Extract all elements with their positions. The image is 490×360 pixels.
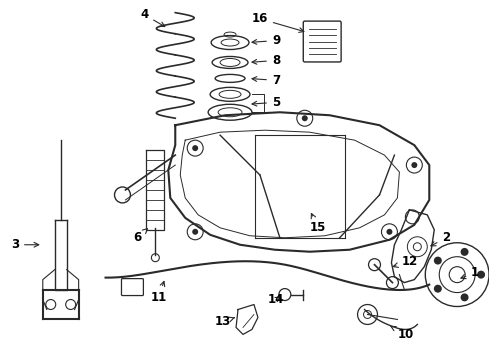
Text: 5: 5 — [252, 96, 280, 109]
Circle shape — [477, 271, 485, 279]
Text: 8: 8 — [252, 54, 280, 67]
Circle shape — [302, 115, 308, 121]
Circle shape — [461, 293, 468, 301]
Text: 15: 15 — [310, 213, 326, 234]
Circle shape — [387, 229, 392, 235]
Text: 11: 11 — [150, 282, 167, 304]
Circle shape — [461, 248, 468, 256]
Circle shape — [192, 229, 198, 235]
Text: 9: 9 — [252, 34, 280, 47]
Text: 6: 6 — [133, 229, 147, 244]
Text: 2: 2 — [431, 231, 450, 246]
Circle shape — [192, 145, 198, 151]
Text: 10: 10 — [391, 327, 414, 341]
Text: 14: 14 — [268, 293, 284, 306]
Text: 1: 1 — [461, 266, 479, 279]
Circle shape — [434, 257, 442, 265]
Text: 3: 3 — [11, 238, 39, 251]
Text: 16: 16 — [251, 12, 304, 32]
Text: 7: 7 — [252, 74, 280, 87]
Text: 13: 13 — [215, 315, 234, 328]
Text: 4: 4 — [140, 8, 165, 27]
Circle shape — [434, 285, 442, 293]
Text: 12: 12 — [393, 255, 417, 268]
Circle shape — [412, 162, 417, 168]
